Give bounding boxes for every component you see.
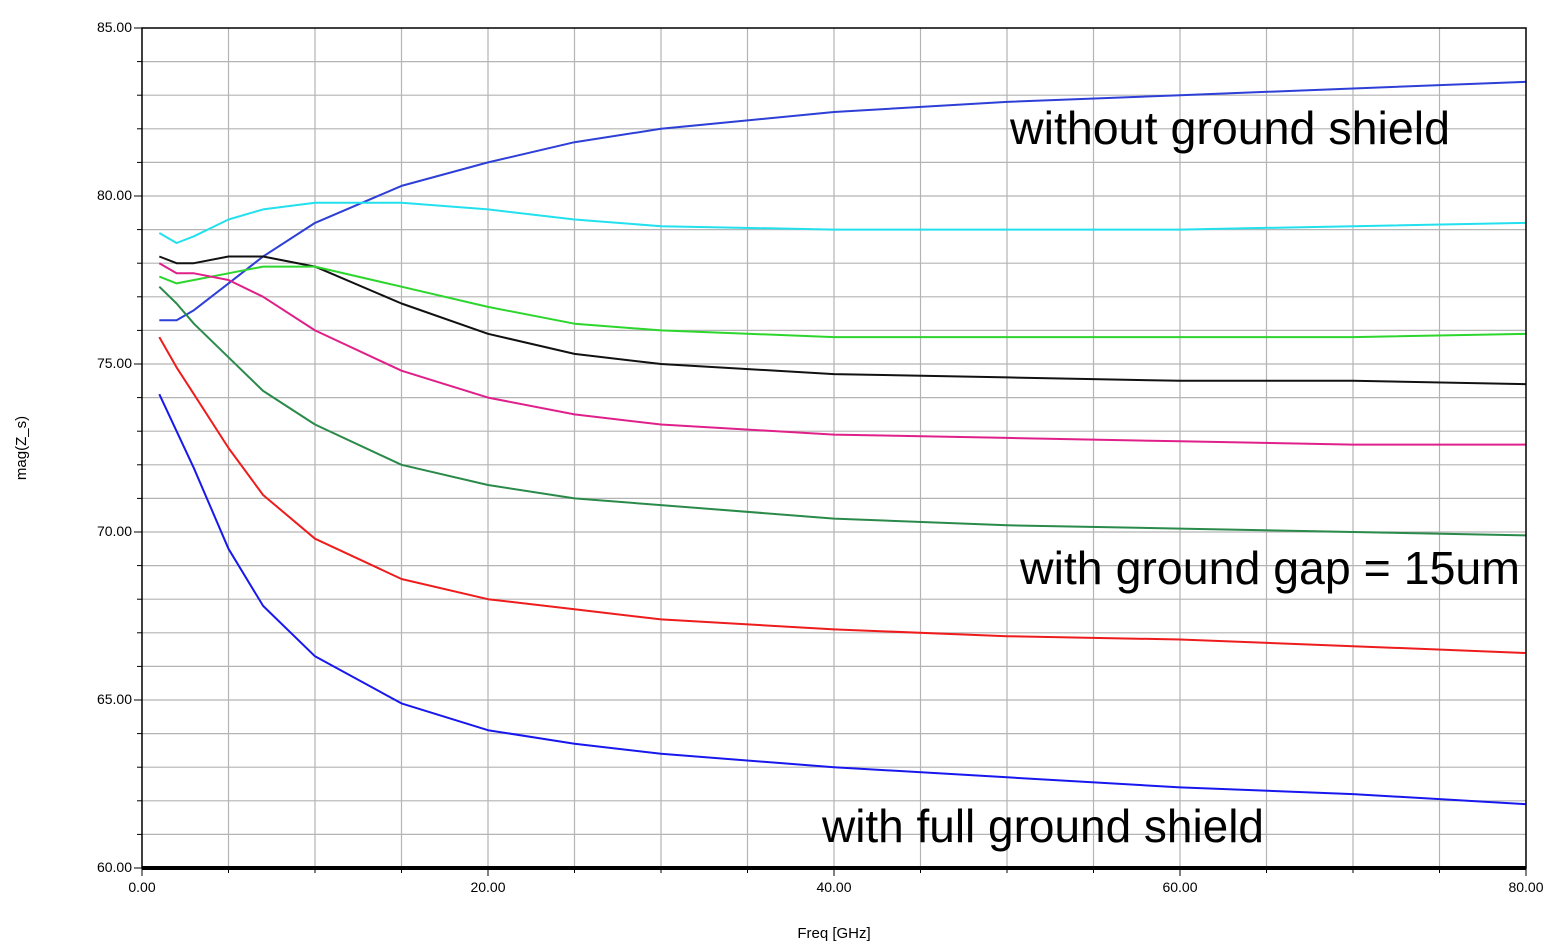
series-line-2 [158, 201, 1527, 244]
x-axis-ticks: 0.00 20.00 40.00 60.00 80.00 [128, 868, 1544, 895]
x-tick-label: 60.00 [1162, 879, 1197, 895]
series-line-6 [158, 285, 1527, 537]
y-axis-ticks: 60.00 65.00 70.00 75.00 80.00 85.00 [97, 19, 142, 875]
y-axis-label: mag(Z_s) [13, 416, 30, 480]
series-line-8 [158, 393, 1527, 806]
series-line-3 [158, 255, 1527, 386]
x-tick-label: 80.00 [1508, 879, 1543, 895]
grid [142, 28, 1526, 868]
series-line-5 [158, 262, 1526, 446]
annotation-label-2: with ground gap = 15um [1019, 542, 1520, 594]
series-line-1 [159, 80, 1527, 322]
series-layer [158, 80, 1527, 806]
series-line-7 [158, 336, 1527, 654]
series-line-4 [158, 265, 1527, 339]
y-tick-label: 85.00 [97, 19, 132, 35]
y-tick-label: 60.00 [97, 859, 132, 875]
x-tick-label: 40.00 [816, 879, 851, 895]
x-tick-label: 0.00 [128, 879, 155, 895]
y-tick-label: 75.00 [97, 355, 132, 371]
annotation-label-1: without ground shield [1009, 102, 1450, 154]
annotations: without ground shield with ground gap = 1… [821, 102, 1520, 852]
x-tick-label: 20.00 [470, 879, 505, 895]
y-tick-label: 65.00 [97, 691, 132, 707]
x-axis-label: Freq [GHz] [797, 925, 870, 942]
y-tick-label: 80.00 [97, 187, 132, 203]
annotation-label-3: with full ground shield [821, 800, 1264, 852]
y-tick-label: 70.00 [97, 523, 132, 539]
